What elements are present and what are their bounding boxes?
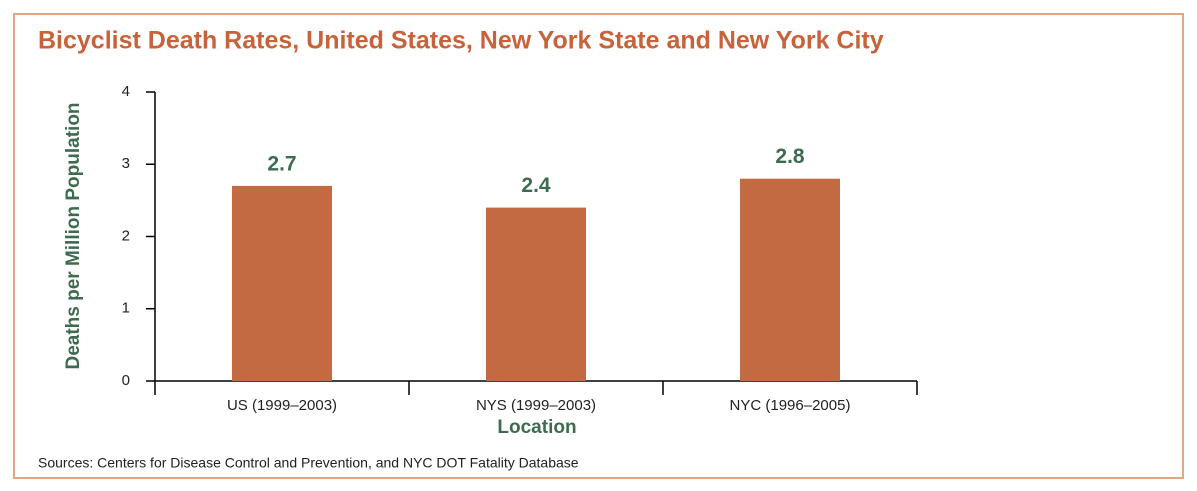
y-axis-label: Deaths per Million Population xyxy=(63,102,84,369)
value-label: 2.8 xyxy=(775,145,805,168)
x-tick-label: NYS (1999–2003) xyxy=(476,397,596,414)
y-tick-label: 0 xyxy=(122,372,130,389)
value-label: 2.4 xyxy=(521,174,551,197)
x-axis-label: Location xyxy=(497,417,576,438)
source-note: Sources: Centers for Disease Control and… xyxy=(38,455,579,471)
y-tick-label: 4 xyxy=(122,83,130,100)
y-tick-label: 3 xyxy=(122,155,130,172)
bar xyxy=(486,207,586,381)
bar xyxy=(740,178,840,381)
x-tick-label: NYC (1996–2005) xyxy=(730,397,851,414)
value-label: 2.7 xyxy=(267,152,296,175)
chart-title: Bicyclist Death Rates, United States, Ne… xyxy=(38,27,884,55)
y-tick-label: 2 xyxy=(122,227,130,244)
frame xyxy=(13,13,1184,479)
x-tick-label: US (1999–2003) xyxy=(227,397,337,414)
bar xyxy=(232,185,332,381)
y-tick-label: 1 xyxy=(122,300,130,317)
